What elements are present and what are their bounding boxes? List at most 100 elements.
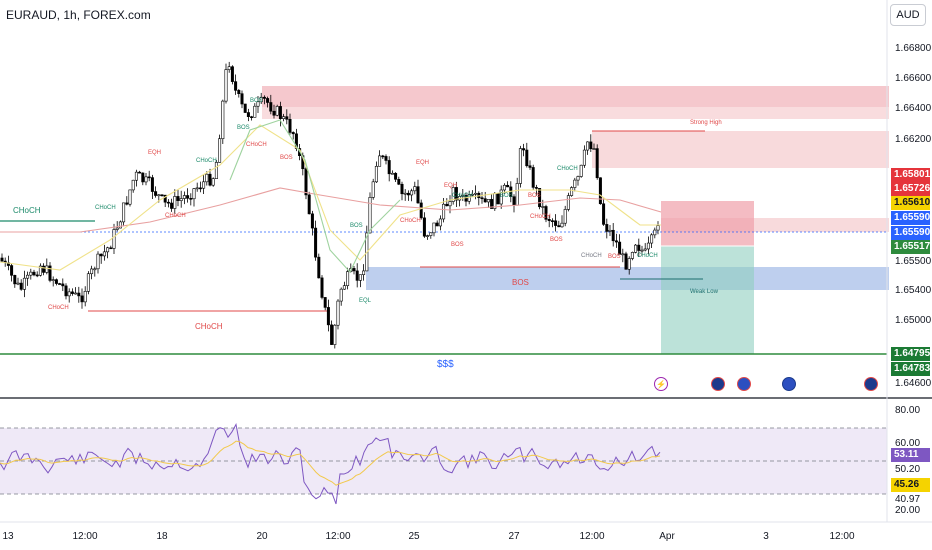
candle[interactable]: [35, 274, 39, 277]
candle[interactable]: [502, 184, 506, 191]
candle[interactable]: [429, 232, 433, 236]
candle[interactable]: [362, 270, 366, 275]
candle[interactable]: [403, 192, 407, 195]
rsi-line[interactable]: [0, 422, 661, 505]
candle[interactable]: [77, 292, 81, 297]
candle[interactable]: [259, 96, 263, 103]
candle[interactable]: [554, 220, 558, 226]
candle[interactable]: [195, 187, 199, 190]
candle[interactable]: [541, 206, 545, 208]
candle[interactable]: [419, 202, 423, 219]
candle[interactable]: [112, 229, 116, 249]
lightning-icon[interactable]: ⚡: [654, 377, 668, 391]
candle[interactable]: [288, 118, 292, 133]
candle[interactable]: [320, 277, 324, 298]
candle[interactable]: [208, 173, 212, 186]
candle[interactable]: [205, 173, 209, 183]
candle[interactable]: [570, 187, 574, 196]
candle[interactable]: [253, 105, 257, 118]
candle[interactable]: [246, 112, 250, 117]
candle[interactable]: [118, 221, 122, 229]
candle[interactable]: [138, 171, 142, 174]
candle[interactable]: [160, 194, 164, 197]
candle[interactable]: [307, 194, 311, 215]
candle[interactable]: [589, 141, 593, 150]
flag-eu-icon[interactable]: [737, 377, 751, 391]
candle[interactable]: [432, 222, 436, 234]
candle[interactable]: [198, 187, 202, 190]
candle[interactable]: [586, 141, 590, 151]
candle[interactable]: [202, 181, 206, 189]
candle[interactable]: [150, 177, 154, 192]
candle[interactable]: [269, 102, 273, 112]
candle[interactable]: [422, 217, 426, 237]
candle[interactable]: [166, 201, 170, 204]
candle[interactable]: [576, 176, 580, 181]
candle[interactable]: [442, 203, 446, 220]
candle[interactable]: [598, 177, 602, 205]
candle[interactable]: [48, 265, 52, 281]
candle[interactable]: [115, 227, 119, 230]
candle[interactable]: [461, 195, 465, 197]
flag-au-icon[interactable]: [711, 377, 725, 391]
candle[interactable]: [438, 218, 442, 227]
candle[interactable]: [83, 291, 87, 303]
candle[interactable]: [19, 282, 23, 290]
candle[interactable]: [70, 291, 74, 294]
candle[interactable]: [634, 244, 638, 253]
candle[interactable]: [230, 66, 234, 82]
candle[interactable]: [131, 179, 135, 191]
candle[interactable]: [214, 162, 218, 179]
candle[interactable]: [80, 295, 84, 303]
candle[interactable]: [426, 235, 430, 237]
candle[interactable]: [454, 187, 458, 201]
candle[interactable]: [189, 198, 193, 200]
candle[interactable]: [547, 219, 551, 221]
candle[interactable]: [294, 133, 298, 149]
candle[interactable]: [211, 178, 215, 186]
candle[interactable]: [534, 187, 538, 189]
candle[interactable]: [506, 184, 510, 188]
candle[interactable]: [106, 247, 110, 253]
candle[interactable]: [378, 155, 382, 167]
symbol-title[interactable]: EURAUD, 1h, FOREX.com: [6, 8, 151, 22]
candle[interactable]: [128, 189, 132, 205]
candle[interactable]: [221, 100, 225, 140]
candle[interactable]: [275, 106, 279, 116]
candle[interactable]: [397, 179, 401, 185]
candle[interactable]: [544, 206, 548, 220]
candle[interactable]: [157, 194, 161, 197]
candle[interactable]: [310, 213, 314, 229]
candle[interactable]: [234, 81, 238, 91]
candle[interactable]: [490, 199, 494, 209]
candle[interactable]: [163, 194, 167, 203]
rsi-indicator[interactable]: [0, 422, 661, 505]
candle[interactable]: [512, 196, 516, 206]
position-target-zone[interactable]: [661, 246, 754, 354]
candle[interactable]: [435, 222, 439, 227]
candle[interactable]: [90, 268, 94, 275]
candle[interactable]: [182, 195, 186, 199]
currency-button[interactable]: AUD: [890, 4, 926, 26]
candle[interactable]: [560, 222, 564, 228]
candle[interactable]: [451, 187, 455, 202]
candle[interactable]: [611, 229, 615, 242]
candle[interactable]: [480, 197, 484, 200]
candle[interactable]: [336, 300, 340, 326]
candle[interactable]: [13, 275, 17, 285]
candle[interactable]: [650, 234, 654, 244]
candle[interactable]: [602, 203, 606, 225]
candle[interactable]: [566, 195, 570, 210]
candle[interactable]: [640, 249, 644, 252]
candle[interactable]: [282, 116, 286, 119]
candle[interactable]: [630, 252, 634, 259]
candle[interactable]: [173, 196, 177, 209]
candle[interactable]: [384, 156, 388, 161]
candle[interactable]: [518, 148, 522, 184]
candle[interactable]: [333, 324, 337, 345]
candle[interactable]: [342, 285, 346, 290]
candle[interactable]: [291, 132, 295, 135]
candle[interactable]: [413, 186, 417, 192]
